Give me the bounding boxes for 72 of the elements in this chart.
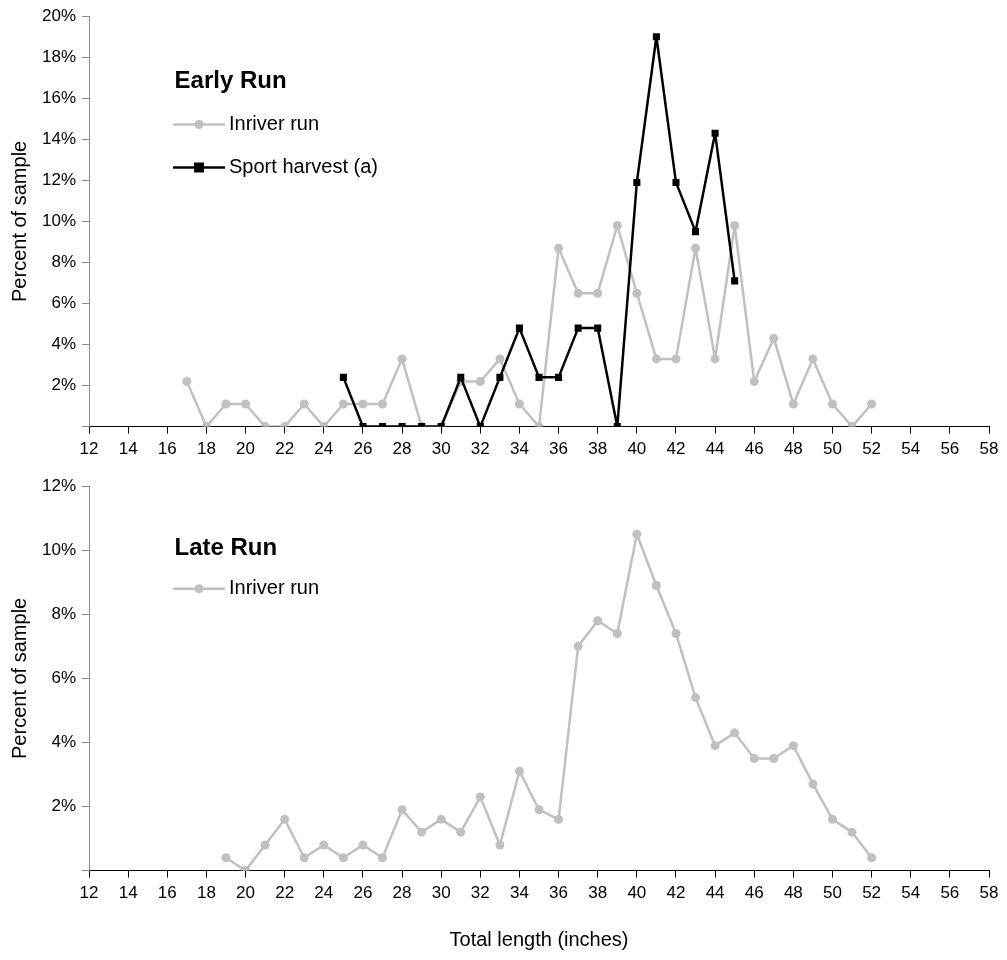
x-tick-label: 16 — [157, 883, 177, 903]
y-axis-title: Percent of sample — [7, 597, 30, 759]
x-tick-label: 16 — [157, 439, 177, 459]
y-tick-label: 8% — [51, 252, 77, 272]
x-tick-label: 34 — [509, 883, 529, 903]
x-tick-label: 44 — [705, 883, 725, 903]
y-tick-label: 16% — [41, 87, 77, 107]
x-tick-label: 22 — [275, 439, 295, 459]
x-tick-label: 22 — [275, 883, 295, 903]
x-tick-label: 28 — [392, 883, 412, 903]
x-tick-label: 20 — [236, 439, 255, 459]
text: Late Run — [174, 533, 278, 561]
x-tick-label: 46 — [744, 439, 764, 459]
x-tick-label: 24 — [314, 883, 334, 903]
x-tick-label: 38 — [588, 439, 608, 459]
y-tick-label: 6% — [51, 293, 77, 313]
y-tick-label: 18% — [41, 46, 77, 66]
x-tick-label: 50 — [823, 439, 842, 459]
x-tick-label: 20 — [236, 883, 255, 903]
x-tick-label: 48 — [783, 439, 803, 459]
y-tick-label: 2% — [51, 375, 77, 395]
x-tick-label: 58 — [979, 439, 999, 459]
y-tick-label: 2% — [51, 796, 77, 816]
x-tick-label: 52 — [862, 883, 882, 903]
x-tick-label: 54 — [901, 439, 921, 459]
y-axis-title: Percent of sample — [7, 140, 30, 302]
x-tick-label: 48 — [783, 883, 803, 903]
y-tick-label: 10% — [41, 539, 77, 559]
x-tick-label: 56 — [940, 439, 960, 459]
x-tick-label: 44 — [705, 439, 725, 459]
x-tick-label: 34 — [509, 439, 529, 459]
x-tick-label: 18 — [196, 883, 216, 903]
x-tick-label: 12 — [79, 439, 99, 459]
x-tick-label: 40 — [627, 883, 647, 903]
x-tick-label: 28 — [392, 439, 412, 459]
x-tick-label: 18 — [196, 439, 216, 459]
x-tick-label: 30 — [431, 883, 451, 903]
x-tick-label: 26 — [353, 883, 373, 903]
x-tick-label: 42 — [666, 883, 686, 903]
x-tick-label: 36 — [549, 439, 569, 459]
y-tick-label: 8% — [51, 604, 77, 624]
x-tick-label: 50 — [823, 883, 842, 903]
x-tick-label: 40 — [627, 439, 647, 459]
x-axis-title: Total length (inches) — [449, 927, 629, 950]
y-tick-label: 10% — [41, 211, 77, 231]
y-tick-label: 20% — [41, 5, 77, 25]
legend-label: Sport harvest (a) — [229, 155, 378, 177]
x-tick-label: 32 — [470, 883, 490, 903]
x-tick-label: 36 — [549, 883, 569, 903]
x-tick-label: 14 — [118, 439, 138, 459]
x-tick-label: 42 — [666, 439, 686, 459]
y-tick-label: 12% — [41, 475, 77, 495]
x-tick-label: 24 — [314, 439, 334, 459]
x-tick-label: 56 — [940, 883, 960, 903]
y-tick-label: 4% — [51, 732, 77, 752]
y-tick-label: 14% — [41, 129, 77, 149]
y-tick-label: 6% — [51, 668, 77, 688]
text: Early Run — [174, 65, 287, 93]
y-tick-label: 12% — [41, 170, 77, 190]
x-tick-label: 54 — [901, 883, 921, 903]
x-tick-label: 58 — [979, 883, 999, 903]
x-tick-label: 32 — [470, 439, 490, 459]
x-tick-label: 46 — [744, 883, 764, 903]
x-tick-label: 14 — [118, 883, 138, 903]
legend-label: Inriver run — [229, 576, 320, 599]
x-tick-label: 26 — [353, 439, 373, 459]
legend-label: Inriver run — [229, 112, 320, 134]
x-tick-label: 12 — [79, 883, 99, 903]
x-tick-label: 30 — [431, 439, 451, 459]
y-tick-label: 4% — [51, 334, 77, 354]
x-tick-label: 52 — [862, 439, 882, 459]
x-tick-label: 38 — [588, 883, 608, 903]
